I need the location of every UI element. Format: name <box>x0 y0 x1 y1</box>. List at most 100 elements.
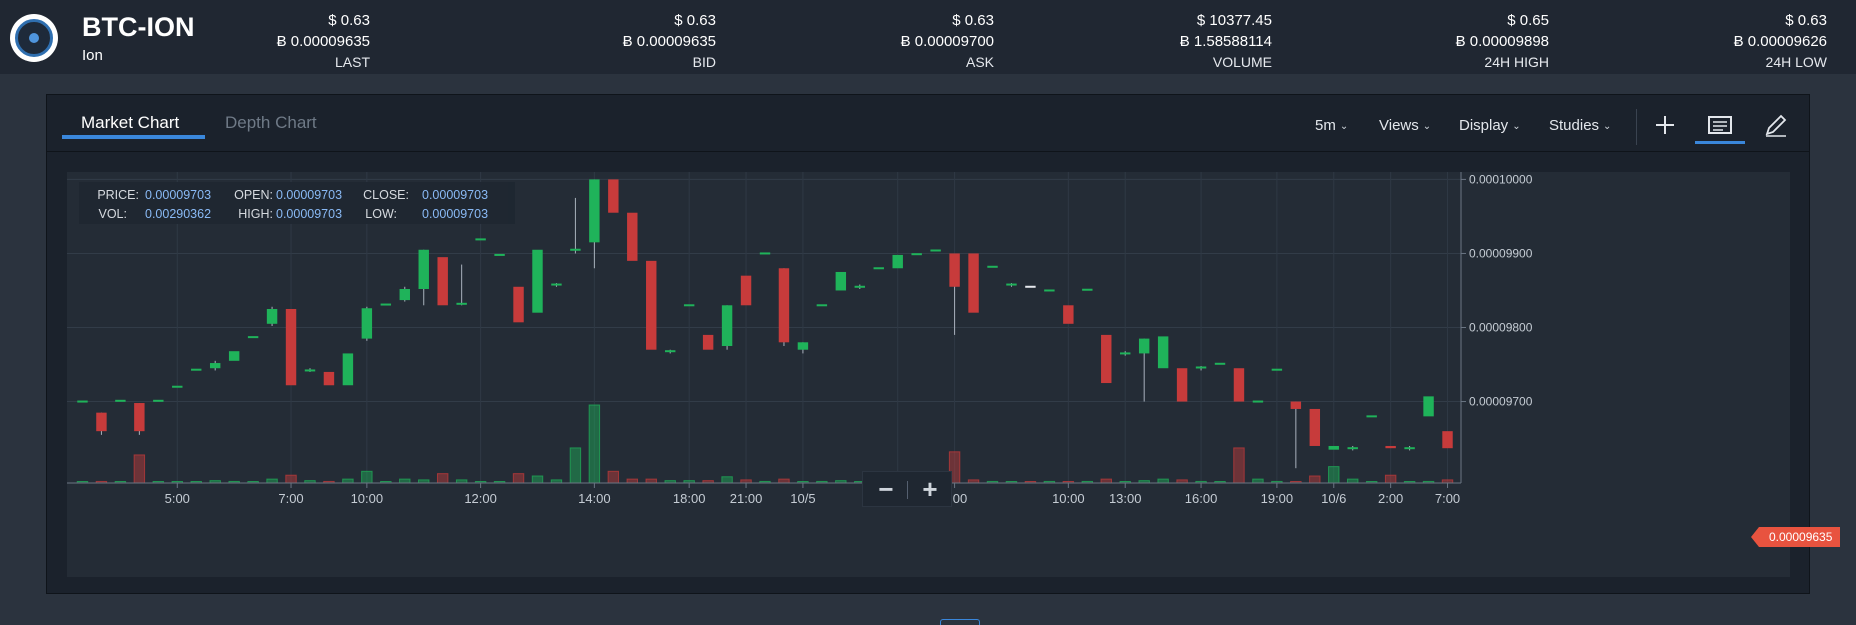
stat-btc: Ƀ 0.00009700 <box>900 33 994 50</box>
active-tool-indicator <box>1695 141 1745 144</box>
bottom-tab-stub[interactable] <box>940 619 980 625</box>
candlestick-chart[interactable]: 0.00010000 0.00009900 0.00009800 0.00009700… <box>67 172 1841 577</box>
y-tick-label: 0.00009800 <box>1469 321 1533 335</box>
ticker-header: BTC-ION Ion $ 0.63 Ƀ 0.00009635 LAST $ 0… <box>0 0 1856 74</box>
y-tick-label: 0.00010000 <box>1469 172 1533 186</box>
x-tick-label: 2:00 <box>1378 491 1403 506</box>
candle-body <box>1385 445 1396 449</box>
candles <box>77 179 1453 469</box>
stat-bid: $ 0.63 Ƀ 0.00009635 BID <box>516 10 716 73</box>
candle-body <box>191 368 202 371</box>
volume-bar <box>1233 447 1245 484</box>
x-tick-label: 7:00 <box>1435 491 1460 506</box>
candle-body <box>418 249 429 289</box>
volume-bar <box>436 473 449 484</box>
stat-24h-low: $ 0.63 Ƀ 0.00009626 24H LOW <box>1627 10 1827 73</box>
volume-bar <box>569 447 582 484</box>
candle-body <box>835 271 847 291</box>
candle-body <box>513 286 524 323</box>
volume-bar <box>1328 466 1340 484</box>
tab-market-chart[interactable]: Market Chart <box>81 113 180 132</box>
add-button[interactable] <box>1640 105 1690 145</box>
candle-body <box>266 308 278 324</box>
zoom-out-button[interactable]: − <box>878 474 894 504</box>
draw-button[interactable] <box>1750 105 1800 145</box>
stat-ask: $ 0.63 Ƀ 0.00009700 ASK <box>794 10 994 73</box>
candle-body <box>323 371 335 386</box>
stat-label: 24H LOW <box>1765 54 1827 70</box>
candle-body <box>475 238 486 241</box>
volume-bar <box>133 454 146 484</box>
candle-body <box>304 369 316 372</box>
stat-usd: $ 0.65 <box>1507 12 1549 29</box>
info-open-label: OPEN: <box>234 188 273 202</box>
toolbar-divider <box>1636 109 1637 145</box>
info-vol-label: VOL: <box>98 207 128 221</box>
studies-label: Studies <box>1549 117 1600 134</box>
candle-body <box>987 265 998 268</box>
studies-dropdown[interactable]: Studies ⌄ <box>1549 117 1611 134</box>
candle-body <box>437 257 448 306</box>
volume-bar <box>645 478 657 484</box>
ion-logo <box>10 14 58 62</box>
x-tick-label: 5:00 <box>165 491 190 506</box>
candle-body <box>646 260 657 350</box>
volume-bar <box>531 475 544 484</box>
stat-usd: $ 0.63 <box>1785 12 1827 29</box>
info-price-value: 0.00009703 <box>145 188 212 202</box>
candle-body <box>1044 289 1055 292</box>
x-tick-label: 18:00 <box>673 491 706 506</box>
candle-body <box>1063 305 1074 324</box>
candle-body <box>1309 408 1321 446</box>
candle-body <box>911 253 922 256</box>
views-dropdown[interactable]: Views ⌄ <box>1379 117 1431 134</box>
stat-btc: Ƀ 0.00009635 <box>276 33 370 50</box>
candle-body <box>873 267 884 270</box>
x-tick-label: 16:00 <box>1185 491 1218 506</box>
candle-body <box>1252 400 1264 403</box>
plus-icon <box>1656 116 1674 134</box>
volume-bar <box>512 473 525 484</box>
tab-depth-chart[interactable]: Depth Chart <box>225 113 317 132</box>
views-label: Views <box>1379 117 1419 134</box>
volume-bar <box>1252 478 1264 484</box>
candle-body <box>1138 338 1150 354</box>
candle-body <box>228 351 240 361</box>
page-scrollbar[interactable] <box>1836 74 1856 625</box>
x-tick-label: 10/6 <box>1321 491 1346 506</box>
volume-bar <box>721 476 733 484</box>
candle-body <box>96 412 107 432</box>
info-close-value: 0.00009703 <box>422 188 489 202</box>
stat-label: ASK <box>965 54 994 70</box>
crosshair-info-box: PRICE: 0.00009703 OPEN: 0.00009703 CLOSE… <box>79 182 515 224</box>
candle-body <box>1404 447 1415 450</box>
display-dropdown[interactable]: Display ⌄ <box>1459 117 1521 134</box>
candle-body <box>1176 368 1188 402</box>
candle-body <box>1006 283 1017 286</box>
y-tick-label: 0.00009900 <box>1469 246 1533 260</box>
info-close-label: CLOSE: <box>363 188 409 202</box>
y-tick-label: 0.00009700 <box>1469 395 1533 409</box>
info-high-label: HIGH: <box>238 207 273 221</box>
candle-body <box>399 288 410 301</box>
zoom-in-button[interactable]: + <box>922 474 938 504</box>
x-tick-label: 12:00 <box>464 491 497 506</box>
zoom-divider <box>907 481 908 499</box>
current-price-tag: 0.00009635 <box>1750 527 1841 547</box>
candle-body <box>456 302 467 305</box>
info-high-value: 0.00009703 <box>276 207 343 221</box>
legend-toggle-button[interactable] <box>1695 105 1745 145</box>
candle-body <box>1328 445 1339 450</box>
candle-body <box>1271 368 1283 371</box>
x-tick-label: 10/5 <box>790 491 815 506</box>
stat-usd: $ 0.63 <box>674 12 716 29</box>
interval-dropdown[interactable]: 5m ⌄ <box>1315 117 1348 134</box>
candle-body <box>209 363 221 369</box>
candle-body <box>968 253 979 313</box>
candle-body <box>740 275 752 306</box>
candle-body <box>77 400 88 403</box>
x-tick-label: 10:00 <box>351 491 384 506</box>
candle-body <box>380 303 392 306</box>
chart-canvas[interactable]: 0.00010000 0.00009900 0.00009800 0.00009700… <box>67 172 1790 577</box>
candle-body <box>608 179 619 213</box>
